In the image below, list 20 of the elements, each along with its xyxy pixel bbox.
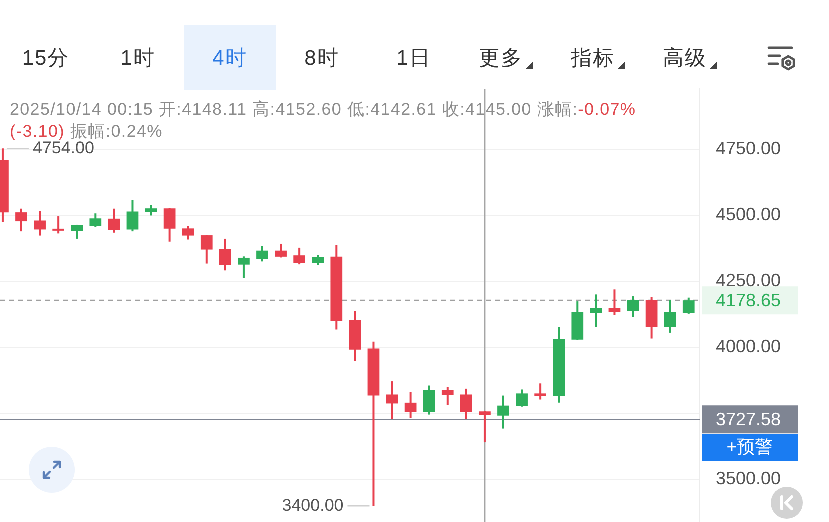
text: 8时 — [304, 46, 340, 72]
annotation: (-3.10) — [10, 122, 65, 141]
selected-tab: 4时 — [184, 25, 276, 90]
text: 1日 — [396, 46, 432, 72]
y-tick-label: 4750.00 — [716, 138, 782, 159]
y-tick-label: 4250.00 — [716, 270, 782, 291]
text: 15分 — [22, 46, 70, 72]
text: 指标 — [571, 46, 615, 72]
text: 1时 — [120, 46, 156, 72]
y-tick-label: 4000.00 — [716, 336, 782, 357]
annotation: 3400.00 — [282, 496, 344, 515]
annotation: 振幅:0.24% — [70, 122, 163, 141]
annotation: -0.07% — [578, 100, 636, 119]
y-tick-label: 3500.00 — [716, 468, 782, 489]
text: 高级 — [663, 46, 707, 72]
text: 更多 — [479, 46, 523, 72]
ref-line-label: 4178.65 — [716, 290, 782, 311]
ref-line-label: 3727.58 — [716, 410, 782, 430]
y-tick-label: 4500.00 — [716, 204, 782, 225]
alert-button: +预警 — [702, 434, 798, 461]
